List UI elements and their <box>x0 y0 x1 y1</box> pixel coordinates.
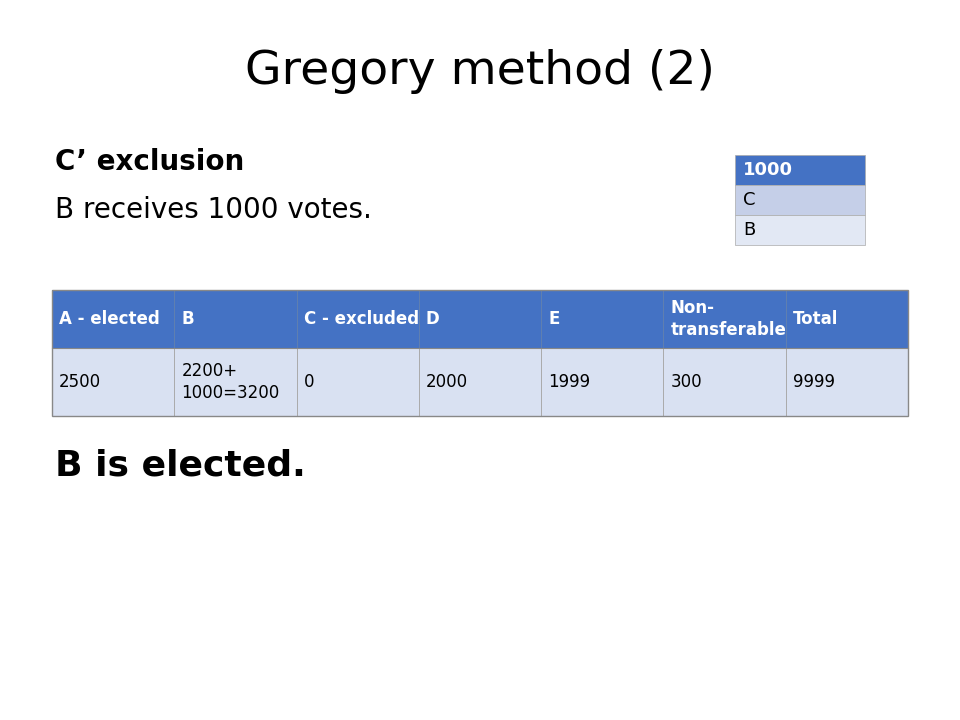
Bar <box>419 348 541 416</box>
Bar <box>541 290 663 348</box>
Text: 2000: 2000 <box>426 373 468 391</box>
Bar <box>663 348 785 416</box>
Text: D: D <box>426 310 440 328</box>
Text: Total: Total <box>793 310 838 328</box>
Text: C: C <box>743 191 756 209</box>
Bar <box>735 185 865 215</box>
Text: 9999: 9999 <box>793 373 834 391</box>
Text: 1000: 1000 <box>743 161 793 179</box>
Bar <box>663 290 785 348</box>
Text: 2200+
1000=3200: 2200+ 1000=3200 <box>181 362 279 402</box>
Text: 300: 300 <box>670 373 702 391</box>
Bar <box>419 290 541 348</box>
Text: C - excluded: C - excluded <box>303 310 419 328</box>
Bar <box>52 348 175 416</box>
Text: B is elected.: B is elected. <box>55 448 305 482</box>
Bar <box>541 348 663 416</box>
Bar <box>175 348 297 416</box>
Text: B: B <box>743 221 756 239</box>
Bar <box>735 155 865 185</box>
Bar <box>785 290 908 348</box>
Bar <box>785 348 908 416</box>
Text: 2500: 2500 <box>59 373 101 391</box>
Text: B receives 1000 votes.: B receives 1000 votes. <box>55 196 372 224</box>
Text: Gregory method (2): Gregory method (2) <box>245 50 715 94</box>
Bar <box>52 290 175 348</box>
Text: 1999: 1999 <box>548 373 590 391</box>
Text: C’ exclusion: C’ exclusion <box>55 148 244 176</box>
Bar <box>52 290 908 416</box>
Text: A - elected: A - elected <box>59 310 159 328</box>
Text: E: E <box>548 310 560 328</box>
Bar <box>297 348 419 416</box>
Text: 0: 0 <box>303 373 314 391</box>
Text: B: B <box>181 310 194 328</box>
Text: Non-
transferable: Non- transferable <box>670 299 786 339</box>
Bar <box>297 290 419 348</box>
Bar <box>735 215 865 245</box>
Bar <box>175 290 297 348</box>
